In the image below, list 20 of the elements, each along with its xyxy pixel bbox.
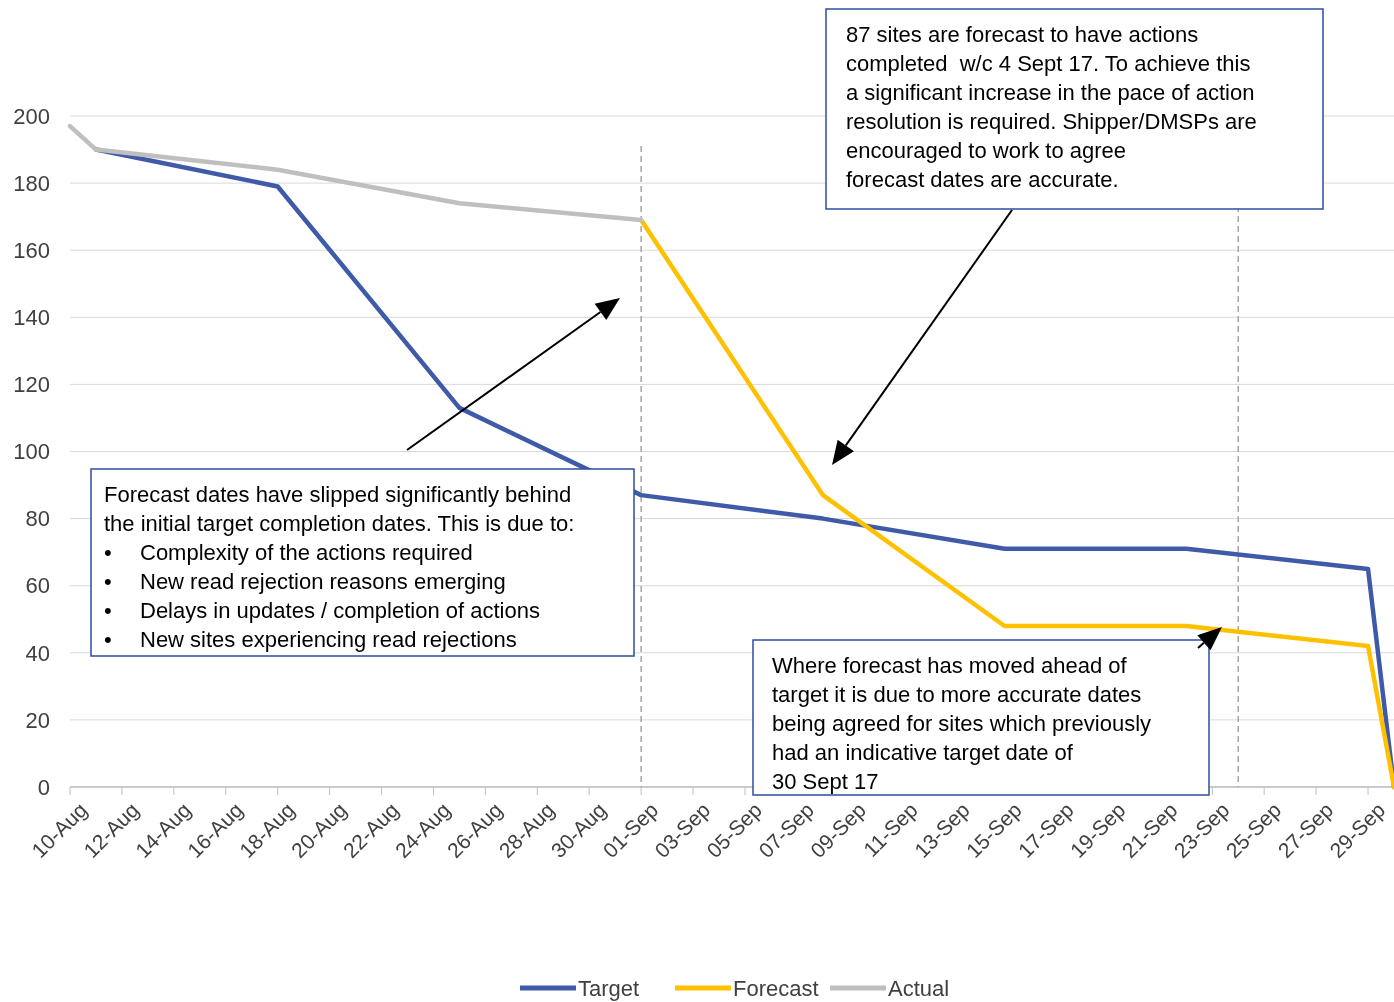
y-tick-label: 160	[13, 237, 50, 263]
y-tick-label: 80	[25, 506, 50, 532]
y-tick-label: 140	[13, 305, 50, 330]
y-tick-label: 120	[13, 372, 50, 398]
annotation: Where forecast has moved ahead of target it is due to more accurate dates being agreed for sites which previously had an indicative target date of 30 Sept 17	[772, 653, 1152, 794]
y-tick-label: 200	[13, 103, 50, 129]
legend-label: Target	[578, 976, 640, 1001]
annotation: 87 sites are forecast to have actions completed w/c 4 Sept 17. To achieve this a significant increase in the pace of action resolution is required. Shipper/DMSPs are encouraged to work to agree forecast dates are accurate.	[846, 22, 1257, 192]
legend-label: Forecast	[733, 976, 819, 1001]
text-box: Forecast dates have slipped significantly behind the initial target completion dates. This is due to: • Complexity of the actions required • New read rejection reasons emerging • Delays in updates / completion of actions • New sites experiencing read rejections	[90, 468, 635, 657]
y-tick-label: 100	[13, 439, 50, 465]
y-tick-label: 20	[25, 707, 50, 733]
y-tick-label: 180	[13, 170, 50, 196]
text-box: 87 sites are forecast to have actions completed w/c 4 Sept 17. To achieve this a significant increase in the pace of action resolution is required. Shipper/DMSPs are encouraged to work to agree forecast dates are accurate.	[825, 8, 1324, 210]
text-box: Where forecast has moved ahead of target it is due to more accurate dates being agreed for sites which previously had an indicative target date of 30 Sept 17	[752, 639, 1210, 796]
legend-label: Actual	[888, 976, 950, 1001]
y-tick-label: 40	[25, 640, 50, 666]
y-tick-label: 60	[25, 573, 50, 599]
y-tick-label: 0	[37, 774, 50, 800]
line-series	[67, 123, 644, 223]
